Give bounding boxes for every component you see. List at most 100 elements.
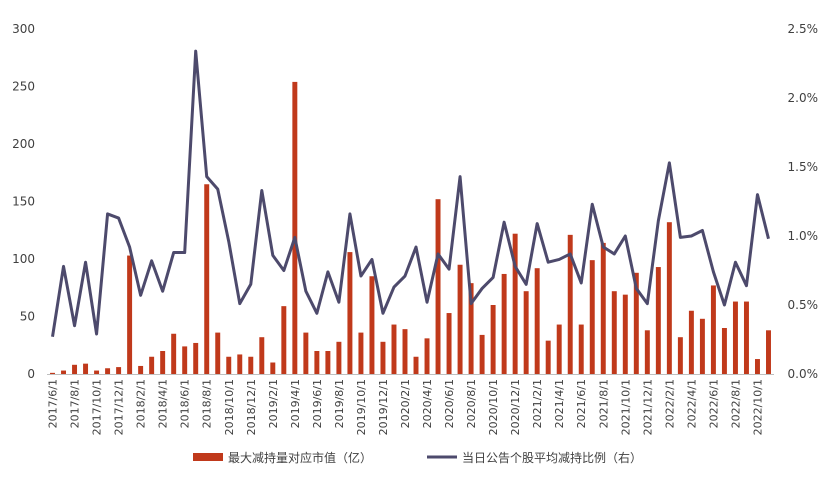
bar — [160, 351, 165, 374]
x-tick-label: 2022/2/1 — [663, 379, 676, 428]
bar — [700, 319, 705, 374]
bar — [215, 333, 220, 374]
bar — [248, 357, 253, 374]
bar — [182, 346, 187, 374]
bar — [557, 325, 562, 374]
x-tick-label: 2021/12/1 — [641, 379, 654, 435]
bar — [590, 260, 595, 374]
y-left-tick-label: 50 — [20, 310, 35, 324]
bar — [689, 311, 694, 374]
bar — [347, 252, 352, 374]
bar — [204, 184, 209, 374]
y-right-tick-label: 0.0% — [788, 367, 819, 381]
bar — [105, 368, 110, 374]
x-tick-label: 2020/8/1 — [465, 379, 478, 428]
bar — [579, 325, 584, 374]
bar — [336, 342, 341, 374]
x-tick-label: 2022/10/1 — [751, 379, 764, 435]
bar — [391, 325, 396, 374]
legend: 最大减持量对应市值（亿） 当日公告个股平均减持比例（右） — [193, 450, 642, 465]
x-tick-label: 2019/6/1 — [311, 379, 324, 428]
x-tick-label: 2019/8/1 — [333, 379, 346, 428]
x-tick-label: 2017/12/1 — [113, 379, 126, 435]
bar — [711, 285, 716, 374]
bar — [480, 335, 485, 374]
x-tick-label: 2018/8/1 — [201, 379, 214, 428]
bar — [656, 267, 661, 374]
y-left-tick-label: 300 — [12, 22, 35, 36]
x-tick-label: 2021/8/1 — [597, 379, 610, 428]
bar — [436, 199, 441, 374]
bar — [127, 256, 132, 374]
y-left-tick-label: 200 — [12, 137, 35, 151]
x-tick-label: 2022/6/1 — [707, 379, 720, 428]
bar — [259, 337, 264, 374]
x-tick-label: 2020/6/1 — [443, 379, 456, 428]
y-right-tick-label: 1.5% — [788, 160, 819, 174]
bar — [447, 313, 452, 374]
bar — [358, 333, 363, 374]
bar — [403, 329, 408, 374]
bar — [755, 359, 760, 374]
x-tick-label: 2020/10/1 — [487, 379, 500, 435]
x-tick-label: 2022/8/1 — [729, 379, 742, 428]
x-tick-label: 2018/10/1 — [223, 379, 236, 435]
x-tick-label: 2020/4/1 — [421, 379, 434, 428]
bar — [524, 291, 529, 374]
bar — [226, 357, 231, 374]
bar-series — [50, 82, 771, 374]
bar — [325, 351, 330, 374]
x-tick-label: 2017/10/1 — [91, 379, 104, 435]
bar — [61, 371, 66, 374]
bar — [303, 333, 308, 374]
x-tick-label: 2017/6/1 — [47, 379, 60, 428]
bar — [458, 265, 463, 374]
y-left-tick-label: 150 — [12, 195, 35, 209]
bar — [744, 302, 749, 374]
bar — [380, 342, 385, 374]
bar — [314, 351, 319, 374]
x-tick-label: 2019/10/1 — [355, 379, 368, 435]
bar — [733, 302, 738, 374]
bar — [193, 343, 198, 374]
bar — [72, 365, 77, 374]
bar — [292, 82, 297, 374]
x-tick-label: 2020/2/1 — [399, 379, 412, 428]
bar — [667, 222, 672, 374]
bar — [546, 341, 551, 374]
series-line — [53, 51, 769, 337]
bar — [623, 295, 628, 374]
x-tick-label: 2022/4/1 — [685, 379, 698, 428]
x-tick-label: 2019/2/1 — [267, 379, 280, 428]
bar — [425, 338, 430, 374]
bar — [270, 363, 275, 375]
x-tick-label: 2019/12/1 — [377, 379, 390, 435]
legend-bar-label: 最大减持量对应市值（亿） — [228, 450, 372, 465]
y-right-tick-label: 2.5% — [788, 22, 819, 36]
x-tick-label: 2018/6/1 — [179, 379, 192, 428]
x-tick-label: 2021/4/1 — [553, 379, 566, 428]
x-tick-label: 2021/6/1 — [575, 379, 588, 428]
y-left-tick-label: 100 — [12, 252, 35, 266]
x-tick-label: 2018/12/1 — [245, 379, 258, 435]
x-tick-label: 2018/2/1 — [135, 379, 148, 428]
bar — [766, 330, 771, 374]
x-tick-label: 2021/10/1 — [619, 379, 632, 435]
bar — [237, 354, 242, 374]
bar — [171, 334, 176, 374]
bar — [678, 337, 683, 374]
bar — [116, 367, 121, 374]
x-tick-label: 2017/8/1 — [69, 379, 82, 428]
bar — [138, 366, 143, 374]
bar — [502, 274, 507, 374]
bar — [281, 306, 286, 374]
y-right-tick-label: 0.5% — [788, 298, 819, 312]
legend-bar-swatch — [193, 453, 223, 461]
y-left-tick-label: 250 — [12, 80, 35, 94]
bar — [83, 364, 88, 374]
bar — [369, 276, 374, 374]
bar — [414, 357, 419, 374]
y-right-tick-label: 1.0% — [788, 229, 819, 243]
